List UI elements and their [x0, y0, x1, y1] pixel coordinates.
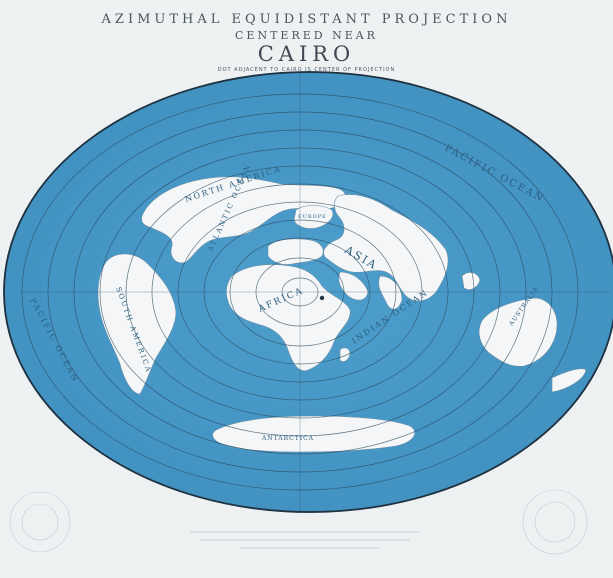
corner-inset-right — [522, 489, 588, 555]
greenland-land — [293, 205, 334, 229]
antarctica-land — [212, 415, 416, 453]
australia-land — [478, 297, 558, 367]
europe-land — [267, 238, 324, 265]
corner-inset-left — [9, 491, 71, 553]
new-zealand-land — [551, 368, 587, 393]
title-line-note: DOT ADJACENT TO CAIRO IS CENTER OF PROJE… — [217, 67, 396, 73]
label-antarctica: ANTARCTICA — [261, 435, 314, 442]
label-europe: EUROPE — [298, 214, 327, 220]
north-america-land — [141, 176, 346, 264]
japan-land — [461, 272, 481, 290]
map-border — [3, 71, 613, 513]
title-line-cairo: CAIRO — [257, 42, 356, 66]
arabia-land — [338, 271, 369, 301]
south-america-land — [97, 253, 177, 395]
asia-land — [323, 194, 449, 302]
title-line-projection: AZIMUTHAL EQUIDISTANT PROJECTION — [101, 12, 512, 27]
title-block: AZIMUTHAL EQUIDISTANT PROJECTION CENTERE… — [0, 12, 613, 73]
meridian-lines — [20, 72, 610, 512]
scale-bar — [190, 531, 420, 549]
projection-center-dot — [319, 295, 325, 301]
title-line-centered: CENTERED NEAR — [235, 29, 378, 42]
